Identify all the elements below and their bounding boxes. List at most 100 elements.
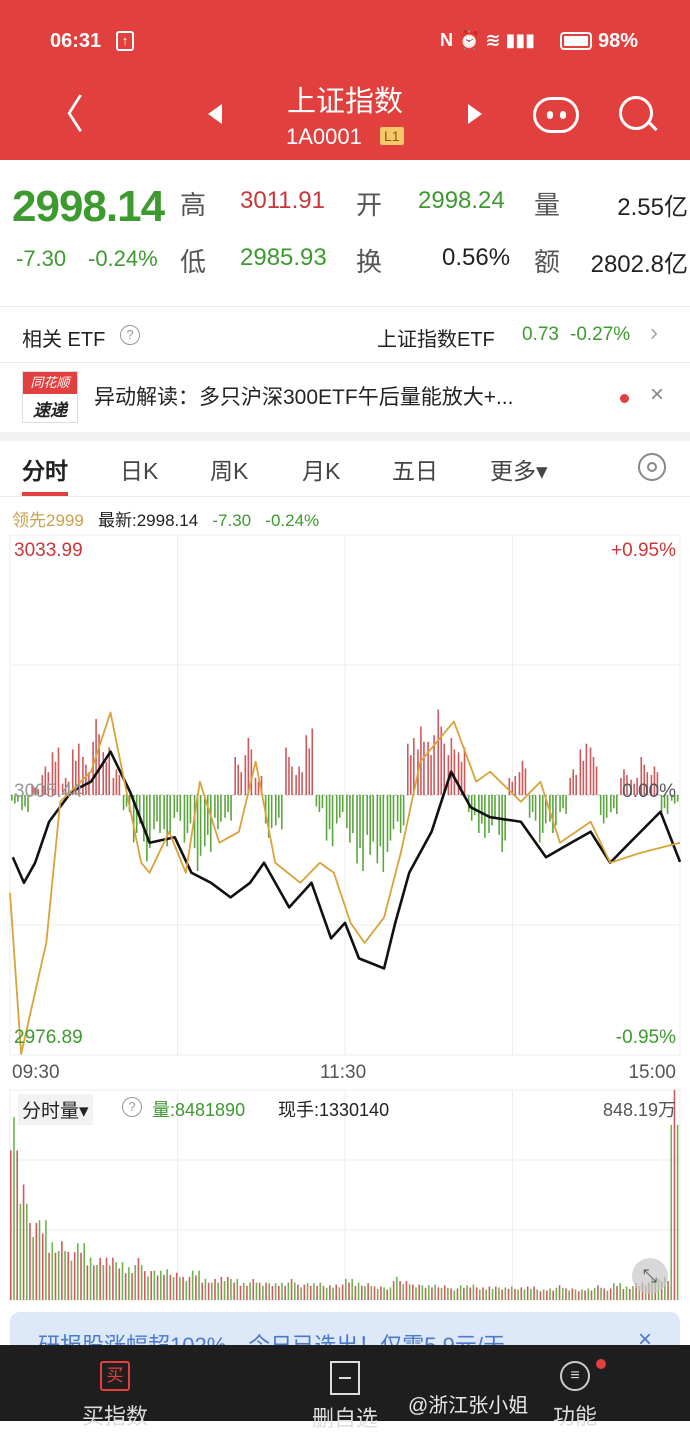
tab-3[interactable]: 月K	[302, 458, 341, 484]
breadth-bar-down	[196, 795, 199, 871]
breadth-bar-up	[511, 781, 514, 795]
volume-bar	[322, 1285, 325, 1300]
breadth-bar-up	[64, 777, 67, 795]
help-icon[interactable]: ?	[120, 325, 140, 345]
volume-bar	[376, 1288, 379, 1300]
volume-bar	[412, 1284, 414, 1300]
volume-bar	[459, 1285, 462, 1300]
breadth-bar-up	[409, 755, 412, 795]
turnover-label: 换	[356, 247, 383, 277]
volume-bar	[507, 1288, 510, 1300]
tab-4[interactable]: 五日	[392, 458, 438, 484]
volume-bar	[408, 1284, 411, 1300]
volume-bar	[121, 1262, 124, 1300]
volume-bar	[427, 1285, 430, 1300]
volume-bar	[278, 1285, 280, 1300]
volume-bar	[226, 1276, 229, 1300]
volume-bar	[35, 1223, 38, 1300]
turnover-value: 0.56%	[442, 244, 511, 271]
breadth-bar-down	[555, 795, 557, 826]
breadth-bar-down	[17, 795, 19, 802]
search-icon[interactable]	[619, 96, 658, 132]
volume-bar	[558, 1285, 561, 1300]
breadth-bar-down	[179, 795, 182, 821]
breadth-bar-up	[423, 741, 425, 795]
breadth-bar-down	[21, 795, 23, 811]
nav-buy-index[interactable]: 买 买指数	[60, 1345, 170, 1431]
breadth-bar-up	[460, 761, 463, 795]
news-row[interactable]: 同花顺 速递 异动解读：多只沪深300ETF午后量能放大+... ×	[0, 362, 690, 432]
breadth-bar-down	[362, 795, 364, 871]
next-stock-icon[interactable]	[468, 104, 482, 124]
tab-5[interactable]: 更多▾	[490, 458, 548, 484]
volume-bar	[242, 1282, 245, 1300]
breadth-bar-down	[270, 795, 273, 829]
tab-2[interactable]: 周K	[210, 458, 249, 484]
volume-bar	[73, 1251, 76, 1300]
volume-bar	[475, 1287, 478, 1300]
related-etf-row[interactable]: 相关 ETF ? 上证指数ETF 0.73 -0.27% ›	[0, 306, 690, 362]
fullscreen-icon[interactable]: ⤡	[632, 1258, 668, 1294]
x-tick-midday: 11:30	[320, 1062, 367, 1083]
volume-bar	[179, 1277, 181, 1300]
back-icon[interactable]: 〈	[44, 93, 84, 137]
prev-stock-icon[interactable]	[208, 104, 222, 124]
volume-bar	[274, 1283, 277, 1300]
status-time: 06:31	[50, 30, 102, 52]
volume-bar	[51, 1242, 54, 1300]
intraday-chart[interactable]	[0, 530, 690, 1310]
volume-bar	[325, 1287, 328, 1300]
volume-bar	[281, 1282, 283, 1300]
volume-bar	[609, 1288, 612, 1300]
volume-bar	[456, 1288, 459, 1300]
current-price: 2998.14	[12, 182, 165, 231]
volume-bar	[70, 1260, 73, 1300]
volume-bar	[64, 1251, 66, 1300]
breadth-bar-up	[585, 743, 588, 795]
volume-bar	[392, 1281, 395, 1300]
breadth-bar-up	[37, 789, 39, 795]
breadth-bar-up	[406, 743, 409, 795]
news-text[interactable]: 异动解读：多只沪深300ETF午后量能放大+...	[94, 386, 514, 409]
nav-remove-watchlist[interactable]: 删自选	[290, 1345, 400, 1433]
breadth-bar-down	[501, 795, 503, 852]
breadth-bar-up	[244, 755, 247, 795]
volume-bar	[514, 1288, 516, 1300]
breadth-bar-down	[488, 795, 490, 833]
tab-0[interactable]: 分时	[22, 452, 68, 496]
close-icon[interactable]: ×	[650, 381, 665, 408]
volume-bar	[536, 1289, 539, 1300]
settings-gear-icon[interactable]	[638, 453, 666, 481]
breadth-bar-down	[504, 795, 506, 841]
status-icons: N ⏰ ≋ ▮▮▮	[440, 30, 536, 50]
nav-label: 删自选	[311, 1406, 378, 1431]
etf-change: -0.27%	[570, 324, 631, 345]
breadth-bar-down	[544, 795, 547, 824]
volume-bar	[316, 1285, 318, 1300]
volume-bar	[466, 1285, 468, 1300]
tab-1[interactable]: 日K	[120, 458, 159, 484]
volume-bar	[443, 1285, 446, 1300]
breadth-bar-down	[379, 795, 382, 847]
volume-bar	[447, 1287, 449, 1300]
volume-indicator-select[interactable]: 分时量▾	[18, 1094, 93, 1125]
breadth-bar-up	[102, 752, 105, 795]
nav-functions[interactable]: ≡ 功能	[520, 1345, 630, 1431]
volume-bar	[437, 1287, 440, 1300]
breadth-bar-up	[254, 777, 257, 795]
remove-watchlist-icon	[330, 1361, 360, 1395]
volume-bar	[80, 1252, 82, 1300]
volume-bar	[373, 1286, 376, 1300]
volume-bar	[424, 1287, 427, 1300]
volume-help-icon[interactable]: ?	[122, 1097, 142, 1117]
volume-bar	[510, 1286, 513, 1300]
robot-assistant-icon[interactable]	[533, 97, 579, 133]
volume-bar	[211, 1282, 213, 1300]
volume-bar	[306, 1283, 309, 1300]
volume-bar	[89, 1257, 92, 1300]
x-tick-open: 09:30	[12, 1062, 60, 1083]
volume-bar	[48, 1252, 50, 1300]
breadth-bar-up	[82, 757, 84, 795]
volume-bar	[664, 1276, 666, 1300]
breadth-bar-down	[331, 795, 334, 847]
